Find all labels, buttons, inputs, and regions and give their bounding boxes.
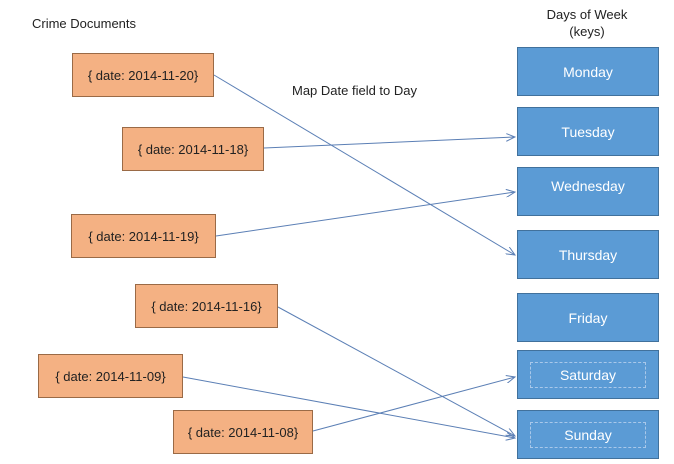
day-label: Thursday (558, 246, 618, 263)
day-tuesday: Tuesday (517, 107, 659, 156)
day-saturday: Saturday (517, 350, 659, 399)
day-thursday: Thursday (517, 230, 659, 279)
document-2014-11-08: { date: 2014-11-08} (173, 410, 313, 454)
day-label: Monday (563, 63, 613, 80)
arrow-2014-11-08-to-saturday (312, 377, 515, 432)
document-2014-11-18: { date: 2014-11-18} (122, 127, 264, 171)
day-label: Wednesday (551, 178, 625, 194)
crime-documents-label: Crime Documents (32, 16, 137, 31)
days-of-week-title: Days of Week (546, 7, 628, 22)
day-label: Friday (568, 309, 608, 326)
day-wednesday: Wednesday (517, 167, 659, 216)
days-of-week-label: Days of Week (keys) (530, 6, 644, 40)
arrow-2014-11-19-to-wednesday (215, 192, 515, 237)
document-2014-11-19: { date: 2014-11-19} (71, 214, 216, 258)
arrow-2014-11-16-to-sunday (277, 306, 515, 436)
days-of-week-subtitle: (keys) (569, 24, 605, 39)
document-2014-11-16: { date: 2014-11-16} (135, 284, 278, 328)
day-label: Tuesday (561, 123, 615, 140)
map-note-label: Map Date field to Day (292, 83, 418, 98)
day-monday: Monday (517, 47, 659, 96)
document-2014-11-20: { date: 2014-11-20} (72, 53, 214, 97)
document-2014-11-09: { date: 2014-11-09} (38, 354, 183, 398)
day-friday: Friday (517, 293, 659, 342)
arrow-2014-11-20-to-thursday (213, 74, 515, 255)
arrow-2014-11-18-to-tuesday (263, 137, 515, 149)
day-label: Saturday (530, 361, 646, 388)
day-label: Sunday (530, 421, 646, 448)
arrow-2014-11-09-to-sunday (182, 376, 515, 438)
day-sunday: Sunday (517, 410, 659, 459)
